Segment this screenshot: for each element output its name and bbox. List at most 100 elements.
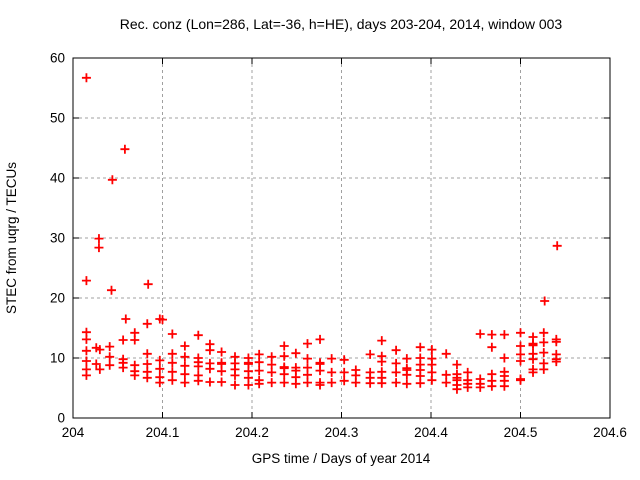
data-point-marker (254, 366, 264, 376)
data-point-marker (291, 379, 301, 389)
x-tick-label: 204.6 (593, 425, 627, 440)
x-tick-label: 204.4 (414, 425, 448, 440)
data-point-marker (167, 367, 177, 377)
data-point-marker (516, 341, 525, 351)
data-point-marker (121, 314, 131, 324)
data-point-marker (254, 349, 264, 359)
data-point-marker (339, 355, 349, 365)
data-point-marker (81, 356, 91, 366)
data-point-marker (351, 378, 361, 388)
data-point-marker (528, 367, 538, 377)
data-point-marker (81, 73, 91, 83)
data-point-marker (205, 345, 215, 355)
y-tick-label: 30 (50, 231, 65, 246)
data-point-marker (539, 348, 549, 358)
data-point-marker (279, 378, 289, 388)
data-point-marker (327, 378, 337, 388)
data-point-marker (130, 370, 140, 380)
data-point-marker (254, 357, 264, 367)
y-tick-label: 0 (57, 411, 65, 426)
data-point-marker (302, 370, 312, 380)
x-tick-label: 204.2 (235, 425, 269, 440)
data-point-marker (551, 337, 561, 347)
chart-title: Rec. conz (Lon=286, Lat=-36, h=HE), days… (120, 16, 563, 32)
data-points (81, 73, 562, 394)
data-point-marker (180, 369, 190, 379)
data-point-marker (402, 354, 412, 364)
data-point-marker (205, 377, 215, 387)
x-tick-label: 204.5 (504, 425, 538, 440)
data-point-marker (339, 367, 349, 377)
data-point-marker (365, 349, 375, 359)
data-point-marker (155, 355, 165, 365)
y-tick-label: 60 (50, 51, 65, 66)
data-point-marker (528, 354, 538, 364)
data-point-marker (279, 351, 289, 361)
data-point-marker (540, 296, 550, 306)
data-point-marker (427, 367, 437, 377)
data-point-marker (291, 348, 301, 358)
data-point-marker (427, 345, 437, 355)
data-point-marker (516, 356, 525, 366)
data-point-marker (95, 345, 105, 355)
data-point-marker (279, 369, 289, 379)
data-point-marker (142, 373, 152, 383)
data-point-marker (193, 361, 203, 371)
data-point-marker (81, 334, 91, 344)
data-point-marker (180, 361, 190, 371)
data-point-marker (315, 366, 325, 376)
data-point-marker (452, 384, 462, 394)
data-point-marker (105, 360, 115, 370)
data-point-marker (158, 315, 167, 325)
data-point-marker (302, 339, 312, 349)
data-point-marker (487, 330, 497, 340)
data-point-marker (463, 367, 473, 377)
data-point-marker (118, 363, 128, 373)
data-point-marker (243, 380, 253, 390)
data-point-marker (539, 337, 549, 347)
data-point-marker (142, 349, 152, 359)
x-tick-label: 204.1 (146, 425, 180, 440)
data-point-marker (105, 352, 115, 362)
data-point-marker (142, 359, 152, 369)
data-point-marker (475, 382, 485, 392)
data-point-marker (302, 378, 312, 388)
x-tick-label: 204 (62, 425, 85, 440)
axis-ticks (72, 57, 611, 419)
data-point-marker (142, 319, 152, 329)
data-point-marker (365, 378, 375, 388)
data-point-marker (167, 329, 177, 339)
data-point-marker (441, 378, 451, 388)
data-point-marker (254, 379, 264, 389)
data-point-marker (415, 378, 425, 388)
data-point-marker (475, 329, 485, 339)
y-tick-label: 50 (50, 111, 65, 126)
data-point-marker (551, 357, 561, 367)
data-point-marker (377, 357, 387, 367)
data-point-marker (516, 375, 525, 385)
data-point-marker (391, 358, 401, 368)
data-point-marker (167, 358, 177, 368)
data-point-marker (94, 234, 104, 244)
data-point-marker (193, 330, 203, 340)
data-point-marker (180, 341, 190, 351)
data-point-marker (230, 370, 240, 380)
data-point-marker (167, 375, 177, 385)
data-point-marker (402, 370, 412, 380)
data-point-marker (427, 360, 437, 370)
data-point-marker (452, 360, 462, 370)
data-point-marker (81, 346, 91, 356)
data-point-marker (402, 379, 412, 389)
data-point-marker (463, 382, 473, 392)
data-point-marker (441, 349, 451, 359)
data-point-marker (130, 335, 140, 345)
x-axis-title: GPS time / Days of year 2014 (252, 451, 431, 466)
data-point-marker (315, 334, 325, 344)
data-point-marker (377, 336, 387, 346)
y-tick-labels: 0 10 20 30 40 50 60 (50, 51, 65, 426)
data-point-marker (267, 352, 277, 362)
data-point-marker (391, 345, 401, 355)
data-point-marker (105, 342, 115, 352)
